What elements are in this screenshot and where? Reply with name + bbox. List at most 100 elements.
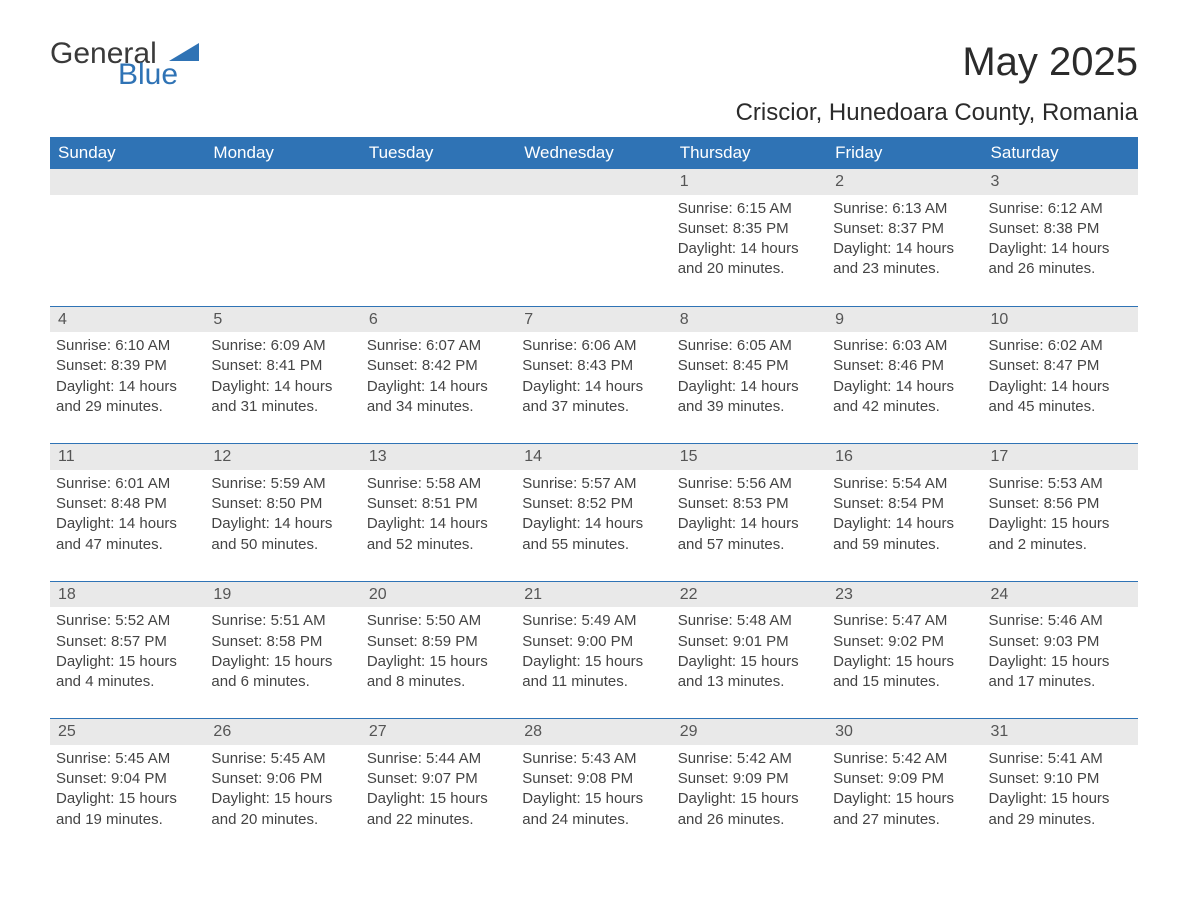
sunset: Sunset: 8:56 PM [989, 494, 1132, 514]
sunset: Sunset: 8:53 PM [678, 494, 821, 514]
day-number: 6 [361, 307, 516, 333]
sunrise: Sunrise: 5:42 AM [678, 749, 821, 769]
daylight: Daylight: 14 hours and 37 minutes. [522, 377, 665, 418]
sunset: Sunset: 8:41 PM [211, 356, 354, 376]
daylight: Daylight: 15 hours and 11 minutes. [522, 652, 665, 693]
daynum-cell: 29 [672, 719, 827, 745]
day-cell: Sunrise: 6:09 AMSunset: 8:41 PMDaylight:… [205, 332, 360, 444]
day-number [516, 169, 671, 195]
daynum-cell: 9 [827, 307, 982, 333]
sunrise: Sunrise: 5:41 AM [989, 749, 1132, 769]
daylight: Daylight: 14 hours and 52 minutes. [367, 514, 510, 555]
day-number: 20 [361, 582, 516, 608]
daylight: Daylight: 14 hours and 39 minutes. [678, 377, 821, 418]
day-cell [205, 195, 360, 307]
content-row: Sunrise: 6:10 AMSunset: 8:39 PMDaylight:… [50, 332, 1138, 444]
content-row: Sunrise: 6:01 AMSunset: 8:48 PMDaylight:… [50, 470, 1138, 582]
day-cell: Sunrise: 5:50 AMSunset: 8:59 PMDaylight:… [361, 607, 516, 719]
day-cell: Sunrise: 5:54 AMSunset: 8:54 PMDaylight:… [827, 470, 982, 582]
sunrise: Sunrise: 5:56 AM [678, 474, 821, 494]
sunset: Sunset: 8:43 PM [522, 356, 665, 376]
sunset: Sunset: 9:08 PM [522, 769, 665, 789]
weekday-header: Friday [827, 137, 982, 169]
daylight: Daylight: 15 hours and 6 minutes. [211, 652, 354, 693]
day-cell: Sunrise: 6:15 AMSunset: 8:35 PMDaylight:… [672, 195, 827, 307]
day-cell: Sunrise: 6:07 AMSunset: 8:42 PMDaylight:… [361, 332, 516, 444]
calendar-body: 12 3 Sunrise: 6:15 AMSunset: 8:35 PMDaylig… [50, 169, 1138, 856]
month-title: May 2025 [736, 40, 1138, 85]
daylight: Daylight: 15 hours and 29 minutes. [989, 789, 1132, 830]
sunset: Sunset: 9:03 PM [989, 632, 1132, 652]
daylight: Daylight: 15 hours and 26 minutes. [678, 789, 821, 830]
daynum-cell: 27 [361, 719, 516, 745]
sunrise: Sunrise: 5:54 AM [833, 474, 976, 494]
daynum-cell: 17 [983, 444, 1138, 470]
day-cell: Sunrise: 6:10 AMSunset: 8:39 PMDaylight:… [50, 332, 205, 444]
weekday-header: Tuesday [361, 137, 516, 169]
daylight: Daylight: 14 hours and 34 minutes. [367, 377, 510, 418]
daynum-cell: 12 [205, 444, 360, 470]
daylight: Daylight: 14 hours and 59 minutes. [833, 514, 976, 555]
sunrise: Sunrise: 6:05 AM [678, 336, 821, 356]
day-number: 22 [672, 582, 827, 608]
day-cell: Sunrise: 5:42 AMSunset: 9:09 PMDaylight:… [827, 745, 982, 856]
day-number: 27 [361, 719, 516, 745]
day-cell: Sunrise: 6:01 AMSunset: 8:48 PMDaylight:… [50, 470, 205, 582]
daynum-cell: 11 [50, 444, 205, 470]
weekday-header-row: SundayMondayTuesdayWednesdayThursdayFrid… [50, 137, 1138, 169]
daynum-cell: 20 [361, 582, 516, 608]
sunset: Sunset: 8:51 PM [367, 494, 510, 514]
daynum-row: 11121314151617 [50, 444, 1138, 470]
day-number: 7 [516, 307, 671, 333]
location: Criscior, Hunedoara County, Romania [736, 99, 1138, 127]
daylight: Daylight: 14 hours and 57 minutes. [678, 514, 821, 555]
day-cell: Sunrise: 5:42 AMSunset: 9:09 PMDaylight:… [672, 745, 827, 856]
day-number: 12 [205, 444, 360, 470]
daylight: Daylight: 15 hours and 19 minutes. [56, 789, 199, 830]
weekday-header: Saturday [983, 137, 1138, 169]
sunset: Sunset: 8:46 PM [833, 356, 976, 376]
sunrise: Sunrise: 5:45 AM [211, 749, 354, 769]
weekday-header: Wednesday [516, 137, 671, 169]
sunrise: Sunrise: 5:44 AM [367, 749, 510, 769]
day-number [50, 169, 205, 195]
sunrise: Sunrise: 6:01 AM [56, 474, 199, 494]
title-block: May 2025 Criscior, Hunedoara County, Rom… [736, 40, 1138, 137]
daylight: Daylight: 14 hours and 45 minutes. [989, 377, 1132, 418]
sunrise: Sunrise: 5:42 AM [833, 749, 976, 769]
daynum-row: 18192021222324 [50, 582, 1138, 608]
sunrise: Sunrise: 6:06 AM [522, 336, 665, 356]
daynum-cell: 13 [361, 444, 516, 470]
sunset: Sunset: 9:04 PM [56, 769, 199, 789]
day-number: 28 [516, 719, 671, 745]
sunset: Sunset: 9:00 PM [522, 632, 665, 652]
sunset: Sunset: 8:58 PM [211, 632, 354, 652]
sunrise: Sunrise: 5:50 AM [367, 611, 510, 631]
daylight: Daylight: 15 hours and 27 minutes. [833, 789, 976, 830]
daynum-cell [516, 169, 671, 195]
sunrise: Sunrise: 5:48 AM [678, 611, 821, 631]
calendar-table: SundayMondayTuesdayWednesdayThursdayFrid… [50, 137, 1138, 856]
day-cell [516, 195, 671, 307]
sunset: Sunset: 8:48 PM [56, 494, 199, 514]
day-number: 11 [50, 444, 205, 470]
sunrise: Sunrise: 5:57 AM [522, 474, 665, 494]
sunrise: Sunrise: 6:13 AM [833, 199, 976, 219]
day-cell: Sunrise: 5:48 AMSunset: 9:01 PMDaylight:… [672, 607, 827, 719]
logo-blue: Blue [118, 61, 199, 88]
day-cell: Sunrise: 5:58 AMSunset: 8:51 PMDaylight:… [361, 470, 516, 582]
sunset: Sunset: 8:54 PM [833, 494, 976, 514]
day-cell: Sunrise: 5:43 AMSunset: 9:08 PMDaylight:… [516, 745, 671, 856]
day-number: 30 [827, 719, 982, 745]
content-row: Sunrise: 6:15 AMSunset: 8:35 PMDaylight:… [50, 195, 1138, 307]
sunrise: Sunrise: 5:49 AM [522, 611, 665, 631]
day-cell: Sunrise: 5:45 AMSunset: 9:06 PMDaylight:… [205, 745, 360, 856]
day-cell: Sunrise: 6:03 AMSunset: 8:46 PMDaylight:… [827, 332, 982, 444]
daylight: Daylight: 14 hours and 47 minutes. [56, 514, 199, 555]
day-cell: Sunrise: 5:47 AMSunset: 9:02 PMDaylight:… [827, 607, 982, 719]
day-number: 18 [50, 582, 205, 608]
daynum-row: 45678910 [50, 307, 1138, 333]
daynum-cell: 3 [983, 169, 1138, 195]
daylight: Daylight: 15 hours and 20 minutes. [211, 789, 354, 830]
daylight: Daylight: 15 hours and 4 minutes. [56, 652, 199, 693]
